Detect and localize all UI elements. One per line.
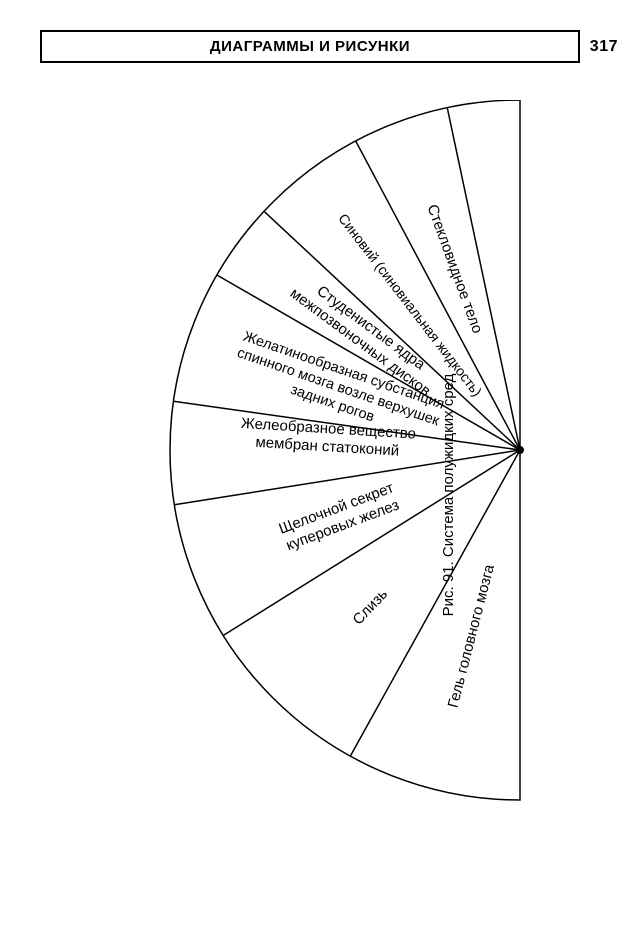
figure-caption: Рис. 91. Система полужидких сред	[440, 374, 457, 617]
page-number: 317	[590, 38, 618, 56]
header-box: ДИАГРАММЫ И РИСУНКИ 317	[40, 30, 580, 63]
fan-diagram: Гель головного мозгаСлизьЩелочной секрет…	[40, 100, 560, 890]
header: ДИАГРАММЫ И РИСУНКИ 317	[40, 30, 580, 63]
center-dot	[516, 446, 524, 454]
fan-svg: Гель головного мозгаСлизьЩелочной секрет…	[40, 100, 560, 890]
header-title: ДИАГРАММЫ И РИСУНКИ	[210, 38, 410, 55]
page: ДИАГРАММЫ И РИСУНКИ 317 Гель головного м…	[0, 0, 620, 930]
